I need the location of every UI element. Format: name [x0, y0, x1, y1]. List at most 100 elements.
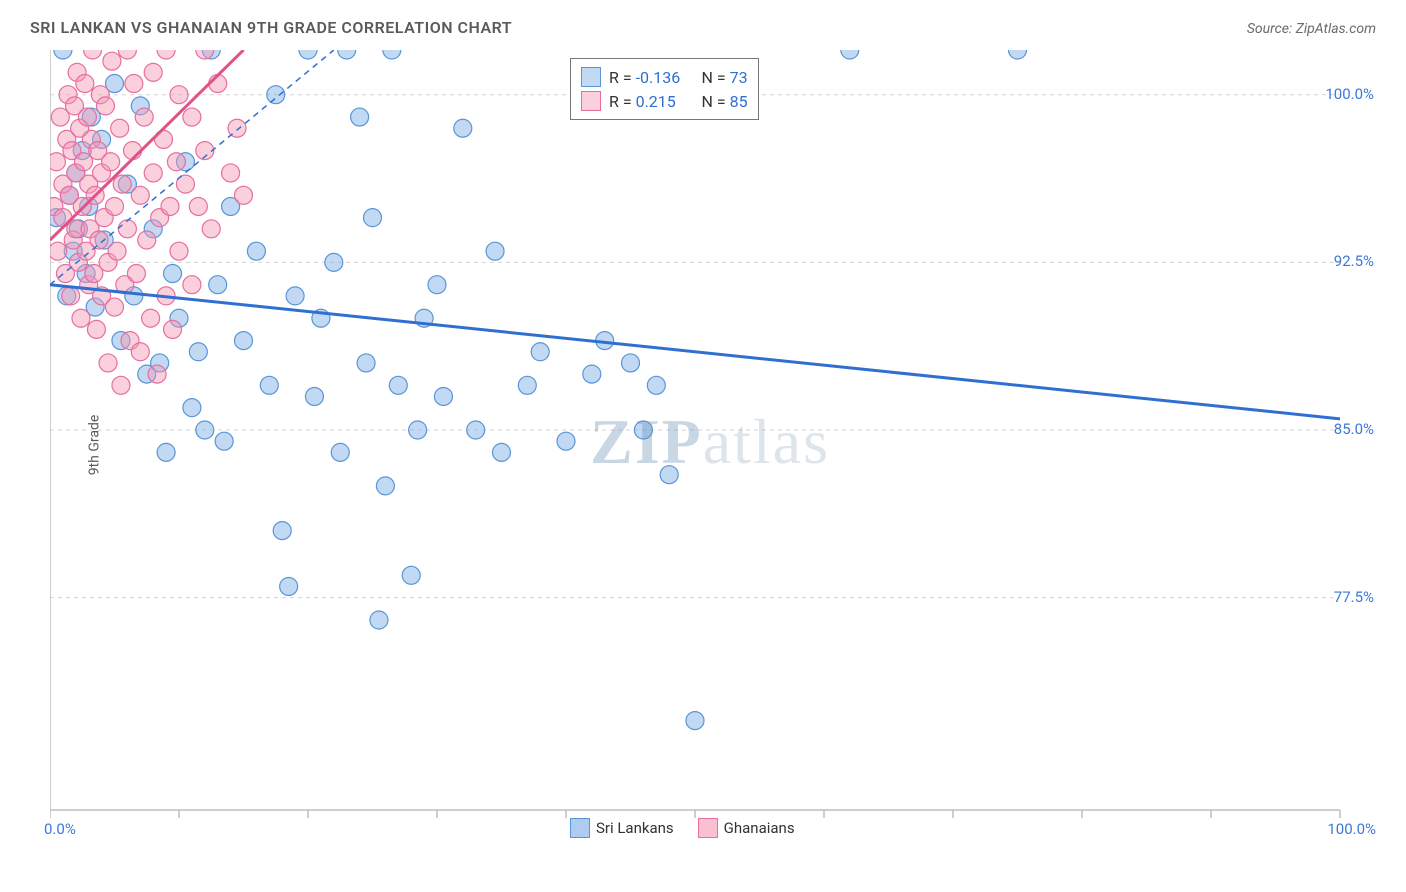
- data-point: [331, 443, 349, 461]
- source-label: Source: ZipAtlas.com: [1247, 21, 1376, 37]
- data-point: [144, 63, 162, 81]
- legend-stat-text: R = 0.215 N = 85: [609, 92, 748, 111]
- data-point: [383, 50, 401, 59]
- data-point: [260, 376, 278, 394]
- data-point: [434, 387, 452, 405]
- data-point: [183, 399, 201, 417]
- legend-stats-box: R = -0.136 N = 73 R = 0.215 N = 85: [570, 58, 759, 120]
- data-point: [557, 432, 575, 450]
- data-point: [135, 108, 153, 126]
- data-point: [634, 421, 652, 439]
- legend-swatch: [581, 67, 601, 87]
- data-point: [647, 376, 665, 394]
- data-point: [111, 119, 129, 137]
- data-point: [148, 365, 166, 383]
- scatter-chart: [50, 50, 1370, 840]
- data-point: [50, 242, 67, 260]
- data-point: [106, 197, 124, 215]
- data-point: [428, 276, 446, 294]
- data-point: [164, 265, 182, 283]
- legend-swatch: [581, 91, 601, 111]
- data-point: [1009, 50, 1027, 59]
- data-point: [351, 108, 369, 126]
- data-point: [90, 231, 108, 249]
- data-point: [142, 309, 160, 327]
- data-point: [622, 354, 640, 372]
- data-point: [189, 197, 207, 215]
- data-point: [357, 354, 375, 372]
- legend-bottom: Sri Lankans Ghanaians: [570, 818, 795, 838]
- data-point: [235, 186, 253, 204]
- data-point: [62, 287, 80, 305]
- data-point: [454, 119, 472, 137]
- legend-stat-row: R = -0.136 N = 73: [581, 65, 748, 89]
- data-point: [273, 522, 291, 540]
- data-point: [50, 153, 65, 171]
- y-tick-label: 77.5%: [1334, 588, 1374, 606]
- data-point: [376, 477, 394, 495]
- data-point: [87, 320, 105, 338]
- data-point: [118, 220, 136, 238]
- legend-swatch: [698, 818, 718, 838]
- data-point: [409, 421, 427, 439]
- data-point: [370, 611, 388, 629]
- data-point: [54, 50, 72, 59]
- data-point: [209, 276, 227, 294]
- data-point: [125, 75, 143, 93]
- data-point: [131, 186, 149, 204]
- data-point: [84, 50, 102, 59]
- chart-title: SRI LANKAN VS GHANAIAN 9TH GRADE CORRELA…: [30, 18, 512, 37]
- data-point: [138, 231, 156, 249]
- data-point: [493, 443, 511, 461]
- data-point: [131, 343, 149, 361]
- legend-item: Ghanaians: [698, 818, 795, 838]
- data-point: [157, 443, 175, 461]
- data-point: [99, 354, 117, 372]
- data-point: [170, 242, 188, 260]
- legend-stat-row: R = 0.215 N = 85: [581, 89, 748, 113]
- data-point: [170, 86, 188, 104]
- y-tick-label: 100.0%: [1325, 85, 1374, 103]
- data-point: [118, 50, 136, 59]
- data-point: [183, 108, 201, 126]
- data-point: [103, 52, 121, 70]
- data-point: [96, 97, 114, 115]
- y-tick-label: 85.0%: [1334, 420, 1374, 438]
- data-point: [102, 153, 120, 171]
- data-point: [286, 287, 304, 305]
- data-point: [72, 309, 90, 327]
- data-point: [280, 577, 298, 595]
- data-point: [686, 712, 704, 730]
- data-point: [144, 164, 162, 182]
- data-point: [157, 50, 175, 59]
- legend-item: Sri Lankans: [570, 818, 674, 838]
- data-point: [467, 421, 485, 439]
- x-max-label: 100.0%: [1327, 820, 1376, 838]
- data-point: [215, 432, 233, 450]
- legend-stat-text: R = -0.136 N = 73: [609, 68, 748, 87]
- data-point: [841, 50, 859, 59]
- data-point: [164, 320, 182, 338]
- data-point: [325, 253, 343, 271]
- chart-area: 9th Grade 77.5%85.0%92.5%100.0% 0.0% 100…: [50, 50, 1370, 840]
- data-point: [183, 276, 201, 294]
- data-point: [305, 387, 323, 405]
- data-point: [113, 175, 131, 193]
- data-point: [364, 209, 382, 227]
- data-point: [161, 197, 179, 215]
- data-point: [235, 332, 253, 350]
- data-point: [112, 376, 130, 394]
- data-point: [202, 220, 220, 238]
- data-point: [267, 86, 285, 104]
- y-axis-label: 9th Grade: [86, 415, 102, 476]
- data-point: [486, 242, 504, 260]
- data-point: [106, 298, 124, 316]
- x-min-label: 0.0%: [44, 820, 76, 838]
- y-tick-label: 92.5%: [1334, 252, 1374, 270]
- data-point: [247, 242, 265, 260]
- data-point: [196, 421, 214, 439]
- legend-swatch: [570, 818, 590, 838]
- data-point: [583, 365, 601, 383]
- data-point: [299, 50, 317, 59]
- data-point: [108, 242, 126, 260]
